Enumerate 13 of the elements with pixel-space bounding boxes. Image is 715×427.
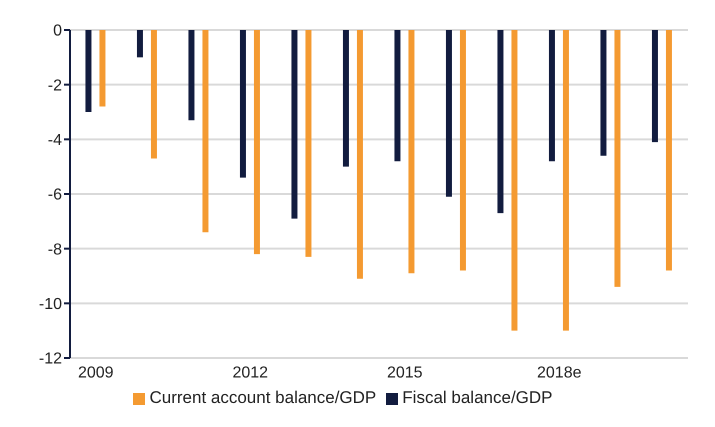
y-tick-label: -2 <box>48 77 62 94</box>
y-tick-label: -4 <box>48 132 62 150</box>
legend-label: Fiscal balance/GDP <box>402 388 553 407</box>
x-tick-label: 2012 <box>232 364 268 382</box>
legend-label: Current account balance/GDP <box>149 388 376 407</box>
x-tick-label: 2018e <box>537 364 582 382</box>
y-tick-label: -8 <box>48 241 62 258</box>
y-tick-label: -12 <box>38 350 62 368</box>
y-tick-label: 0 <box>53 22 62 40</box>
x-tick-label: 2009 <box>78 364 114 382</box>
y-tick-label: -10 <box>38 296 62 314</box>
x-tick-label: 2015 <box>386 364 423 382</box>
y-tick-label: -6 <box>48 186 62 204</box>
